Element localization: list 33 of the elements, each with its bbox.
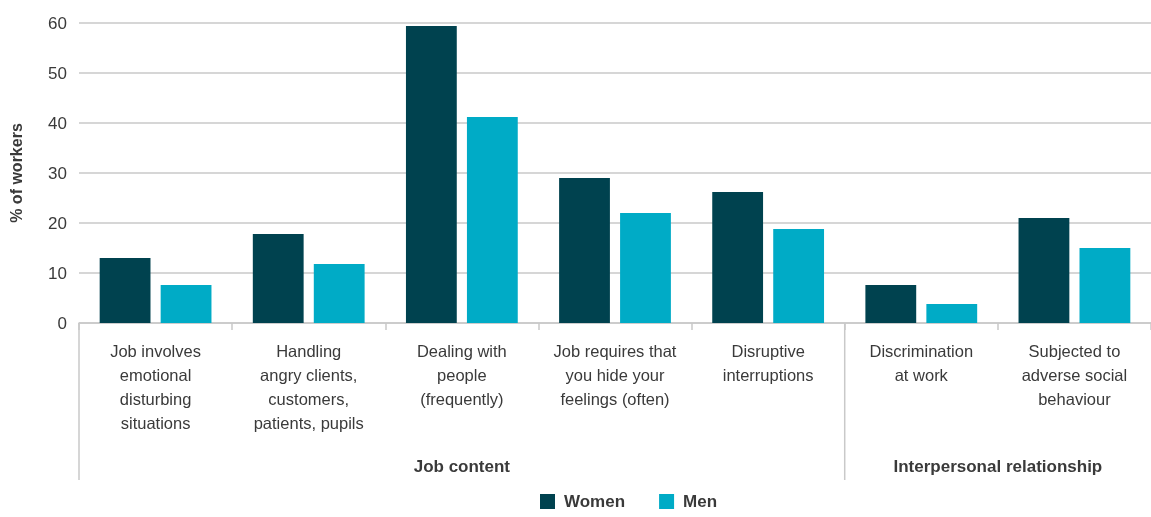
y-tick-label: 20 — [48, 213, 67, 233]
y-tick-label: 40 — [48, 113, 67, 133]
bar — [160, 285, 212, 323]
legend-label: Women — [564, 492, 626, 511]
y-tick-label: 0 — [57, 313, 67, 333]
x-tick-label: Disruptive interruptions — [722, 342, 814, 384]
x-tick-label: Dealing with people (frequently) — [416, 342, 507, 408]
bar — [99, 258, 151, 323]
y-tick-label: 30 — [48, 163, 67, 183]
bar — [865, 285, 917, 323]
x-tick-label: Job requires that you hide your feelings (often) — [553, 342, 677, 408]
bar — [252, 234, 304, 323]
text: Job content — [413, 456, 511, 476]
x-tick-label: Handling angry clients, customers, patients, pupils — [253, 342, 364, 432]
bar — [559, 178, 610, 323]
y-tick-label: 50 — [48, 63, 67, 83]
x-tick-label: Discrimination at work — [869, 342, 974, 384]
bar — [773, 229, 825, 323]
text: Interpersonal relationship — [893, 456, 1103, 476]
y-axis-title: % of workers — [7, 123, 25, 223]
legend-label: Men — [683, 492, 718, 511]
bar — [620, 213, 671, 323]
y-tick-label: 10 — [48, 263, 67, 283]
bar — [466, 117, 518, 323]
bar — [926, 304, 978, 323]
bar — [712, 192, 764, 323]
bar — [313, 264, 365, 323]
y-tick-label: 60 — [48, 13, 67, 33]
bar — [1079, 248, 1131, 323]
x-tick-label: Job involves emotional disturbing situations — [110, 342, 201, 432]
bar — [405, 26, 457, 323]
bar — [1018, 218, 1070, 323]
x-tick-label: Subjected to adverse social behaviour — [1021, 342, 1128, 408]
